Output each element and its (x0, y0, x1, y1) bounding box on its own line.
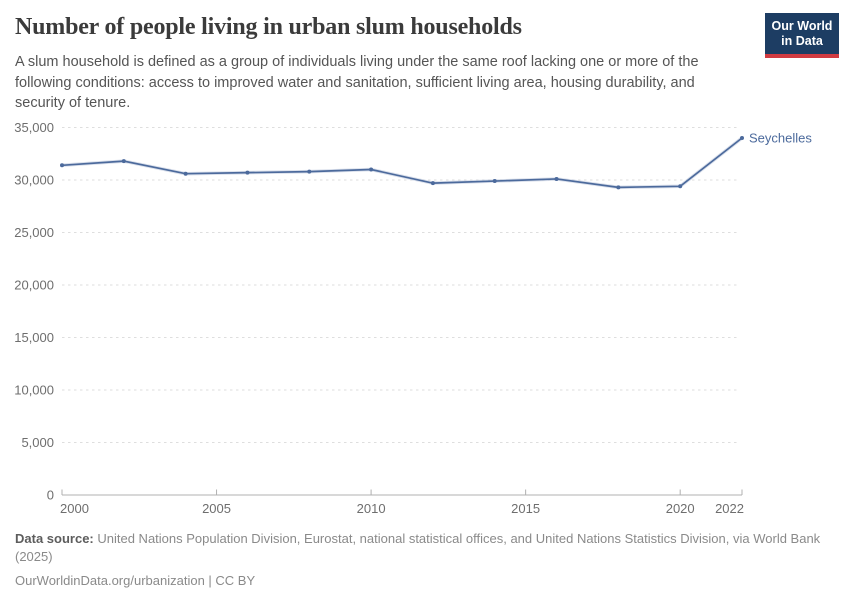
data-point (616, 185, 621, 190)
y-tick-label: 10,000 (14, 383, 54, 398)
data-point (245, 170, 250, 175)
data-point (554, 176, 559, 181)
data-point (183, 171, 188, 176)
chart-footer: Data source: United Nations Population D… (15, 530, 835, 591)
data-source-text: United Nations Population Division, Euro… (15, 531, 821, 565)
series-label: Seychelles (749, 131, 812, 146)
data-point (60, 163, 64, 168)
y-tick-label: 25,000 (14, 225, 54, 240)
data-point (307, 169, 312, 174)
y-tick-label: 20,000 (14, 278, 54, 293)
x-tick-label: 2010 (357, 501, 386, 516)
line-chart: 0 5,000 10,000 15,000 20,000 25,000 30,000 35,0… (14, 120, 812, 516)
data-point (369, 167, 374, 172)
data-point (492, 179, 497, 184)
y-tick-label: 30,000 (14, 173, 54, 188)
y-tick-label: 35,000 (14, 120, 54, 135)
x-tick-label: 2020 (666, 501, 695, 516)
chart-area: 0 5,000 10,000 15,000 20,000 25,000 30,000 35,0… (0, 117, 850, 527)
x-tick-label: 2022 (715, 501, 744, 516)
owid-logo: Our World in Data (765, 13, 839, 58)
x-tick-label: 2005 (202, 501, 231, 516)
x-tick-label: 2000 (60, 501, 89, 516)
series-line (61, 137, 743, 189)
data-source-line: Data source: United Nations Population D… (15, 530, 835, 566)
data-point (678, 184, 683, 189)
data-source-label: Data source: (15, 531, 94, 546)
y-tick-label: 15,000 (14, 330, 54, 345)
y-tick-label: 5,000 (21, 435, 54, 450)
owid-logo-line2: in Data (781, 34, 823, 48)
data-point (430, 181, 435, 186)
data-point (740, 136, 744, 140)
owid-logo-line1: Our World (771, 19, 833, 33)
page-title: Number of people living in urban slum ho… (15, 14, 522, 40)
y-tick-label: 0 (47, 488, 54, 503)
chart-subtitle: A slum household is defined as a group o… (15, 54, 699, 112)
license-line: OurWorldinData.org/urbanization | CC BY (15, 573, 256, 589)
data-point (121, 159, 126, 164)
x-tick-label: 2015 (511, 501, 540, 516)
